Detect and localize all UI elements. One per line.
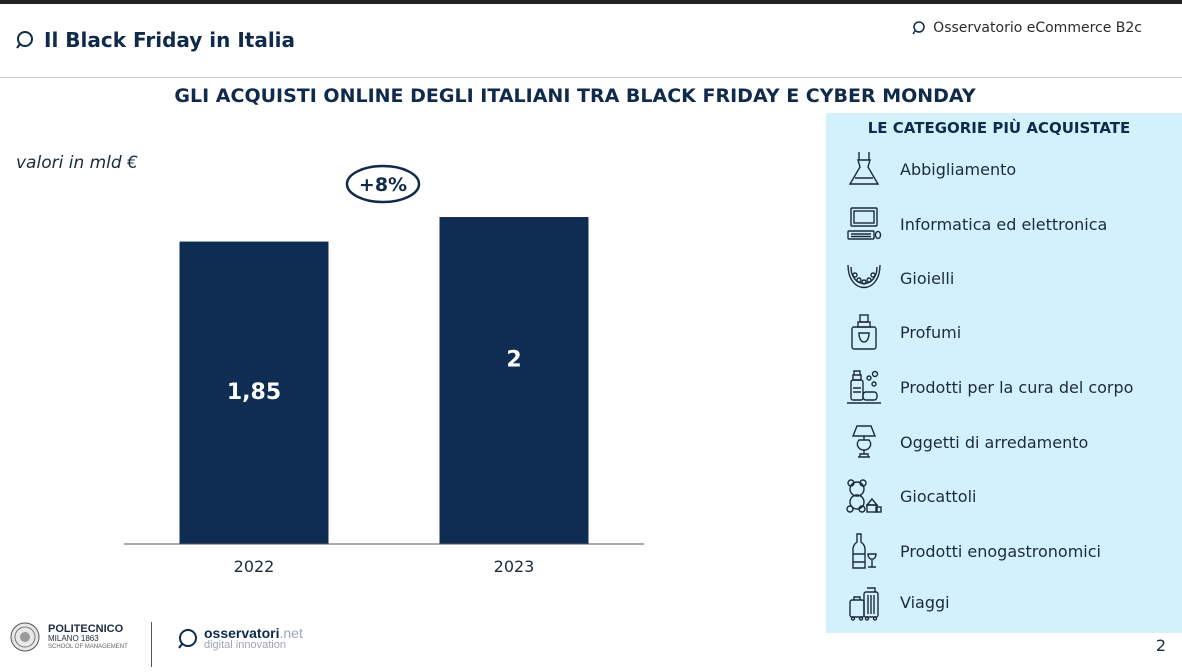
brand-name: Osservatorio eCommerce B2c bbox=[933, 20, 1142, 36]
category-label: Prodotti per la cura del corpo bbox=[900, 377, 1134, 397]
obs-name: osservatori bbox=[204, 625, 280, 641]
categories-heading: LE CATEGORIE PIÙ ACQUISTATE bbox=[867, 119, 1131, 137]
polimi-logo: POLITECNICO MILANO 1863 SCHOOL OF MANAGE… bbox=[10, 622, 128, 652]
category-item: Prodotti enogastronomici bbox=[844, 531, 1101, 571]
luggage-icon bbox=[844, 582, 884, 622]
computer-icon bbox=[844, 204, 884, 244]
slide-header: Il Black Friday in Italia bbox=[14, 28, 295, 52]
category-label: Viaggi bbox=[900, 592, 950, 612]
category-item: Profumi bbox=[844, 312, 961, 352]
category-item: Informatica ed elettronica bbox=[844, 204, 1107, 244]
category-label: Gioielli bbox=[900, 268, 955, 288]
category-item: Viaggi bbox=[844, 582, 950, 622]
footer-divider bbox=[151, 622, 152, 667]
chart-title: GLI ACQUISTI ONLINE DEGLI ITALIANI TRA B… bbox=[174, 85, 976, 107]
brand-top: Osservatorio eCommerce B2c bbox=[911, 20, 1142, 36]
wine-icon bbox=[844, 531, 884, 571]
category-label: Abbigliamento bbox=[900, 159, 1017, 179]
bar-value-label: 2 bbox=[506, 348, 521, 373]
dress-icon bbox=[844, 149, 884, 189]
slide-title: Il Black Friday in Italia bbox=[44, 28, 296, 52]
polimi-city: MILANO 1863 bbox=[48, 634, 99, 644]
osservatori-footer-icon bbox=[178, 628, 197, 649]
bar bbox=[179, 241, 329, 544]
bar-value-label: 1,85 bbox=[227, 380, 281, 405]
obs-tagline: digital innovation bbox=[204, 639, 286, 651]
polimi-school: SCHOOL OF MANAGEMENT bbox=[48, 643, 128, 650]
obs-domain: .net bbox=[279, 625, 303, 641]
necklace-icon bbox=[844, 258, 884, 298]
category-label: Informatica ed elettronica bbox=[900, 214, 1108, 234]
category-item: Giocattoli bbox=[844, 476, 976, 516]
category-label: Prodotti enogastronomici bbox=[900, 541, 1101, 561]
x-tick-label: 2023 bbox=[494, 557, 535, 576]
unit-note: valori in mld € bbox=[16, 153, 138, 173]
lamp-icon bbox=[844, 422, 884, 462]
bar-chart: 1,85 2022 2 2023 +8% bbox=[124, 164, 644, 576]
osservatori-small-icon bbox=[912, 21, 925, 35]
polimi-seal-icon bbox=[10, 622, 40, 652]
body-care-icon bbox=[844, 367, 884, 407]
category-item: Oggetti di arredamento bbox=[844, 422, 1088, 462]
polimi-name: POLITECNICO bbox=[48, 622, 124, 635]
category-item: Prodotti per la cura del corpo bbox=[844, 367, 1133, 407]
perfume-icon bbox=[844, 312, 884, 352]
category-item: Abbigliamento bbox=[844, 149, 1016, 189]
top-border bbox=[0, 0, 1182, 4]
category-item: Gioielli bbox=[844, 258, 954, 298]
header-divider bbox=[0, 77, 1182, 78]
osservatori-logo: osservatori.net digital innovation bbox=[176, 626, 303, 651]
page-number: 2 bbox=[1155, 636, 1166, 655]
osservatori-logo-icon bbox=[16, 31, 33, 49]
growth-annotation-label: +8% bbox=[359, 174, 407, 196]
category-label: Giocattoli bbox=[900, 486, 977, 506]
categories-panel: LE CATEGORIE PIÙ ACQUISTATE Abbigliament… bbox=[826, 113, 1182, 633]
bar bbox=[439, 217, 589, 545]
x-tick-label: 2022 bbox=[234, 557, 275, 576]
growth-annotation-badge bbox=[345, 164, 421, 204]
category-label: Oggetti di arredamento bbox=[900, 432, 1089, 452]
teddy-bear-icon bbox=[844, 476, 884, 516]
category-label: Profumi bbox=[900, 322, 962, 342]
